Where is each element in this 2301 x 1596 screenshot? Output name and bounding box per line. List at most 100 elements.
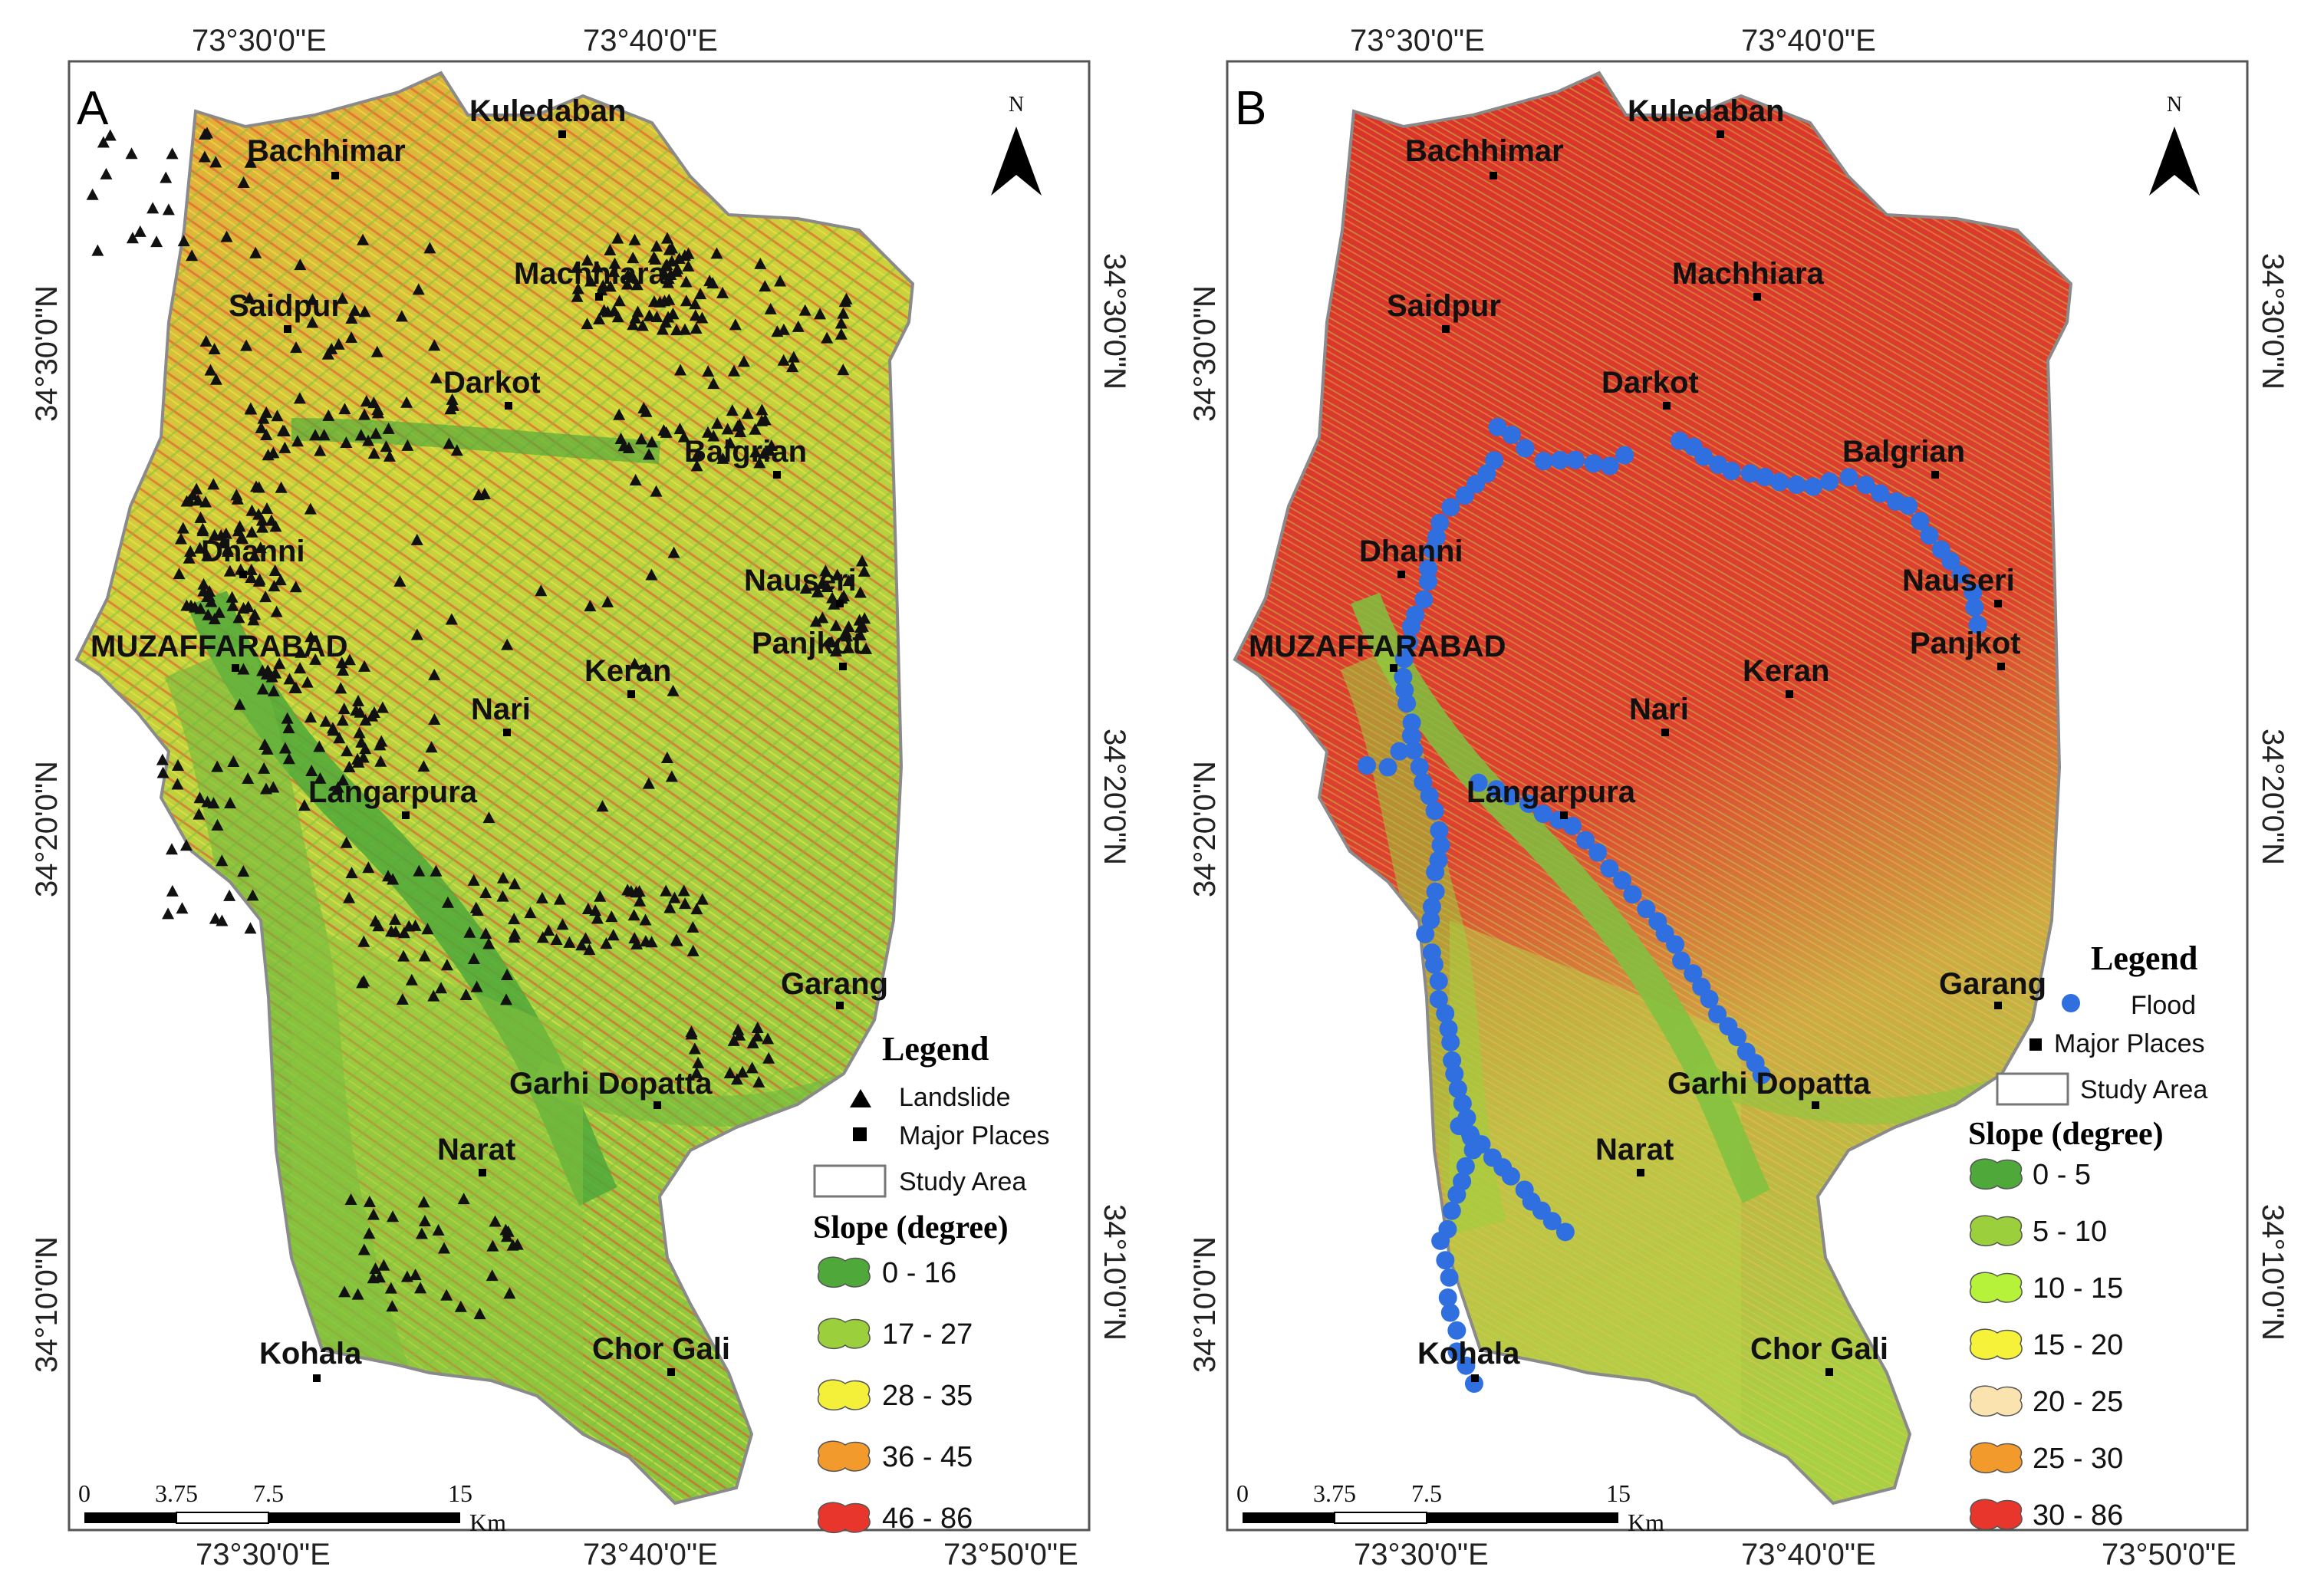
scale-tick: 0 bbox=[1236, 1479, 1249, 1507]
landslide-point bbox=[176, 522, 189, 534]
landslide-point bbox=[363, 1195, 376, 1207]
landslide-point bbox=[550, 933, 563, 945]
landslide-point bbox=[678, 323, 691, 335]
panel-b-study-area-outline bbox=[1233, 71, 2073, 1506]
landslide-point bbox=[496, 871, 509, 884]
landslide-point bbox=[193, 791, 206, 804]
landslide-point bbox=[414, 1282, 427, 1294]
flood-point bbox=[1456, 1157, 1475, 1176]
landslide-point bbox=[716, 286, 729, 298]
landslide-point bbox=[194, 511, 207, 523]
place-label: Kuledaban bbox=[1628, 94, 1784, 128]
landslide-point bbox=[842, 641, 855, 653]
landslide-point bbox=[443, 437, 456, 449]
landslide-point bbox=[261, 742, 274, 755]
landslide-point bbox=[670, 324, 683, 336]
legend-item-flood: Flood bbox=[2131, 991, 2196, 1020]
landslide-point bbox=[854, 586, 867, 598]
landslide-point bbox=[259, 591, 272, 603]
scale-unit: Km bbox=[469, 1509, 506, 1536]
landslide-point bbox=[607, 929, 620, 941]
slope-class-label: 10 - 15 bbox=[2033, 1272, 2123, 1305]
scale-tick: 3.75 bbox=[1313, 1479, 1356, 1507]
landslide-point bbox=[268, 580, 281, 592]
panel-b-right-tick-3: 34°10'0"N bbox=[2256, 1204, 2289, 1341]
place-label: Garang bbox=[781, 967, 888, 1001]
landslide-point bbox=[171, 778, 184, 790]
landslide-point bbox=[601, 595, 614, 607]
landslide-point bbox=[680, 295, 693, 307]
flood-point bbox=[1965, 597, 1984, 617]
landslide-point bbox=[608, 257, 621, 269]
landslide-point bbox=[679, 897, 692, 910]
flood-point bbox=[1542, 1212, 1562, 1231]
landslide-point bbox=[249, 246, 262, 258]
panel-b-place-labels: Kuledaban Bachhimar Machhiara Saidpur Da… bbox=[1249, 94, 2046, 1371]
panel-b-right-tick-2: 34°20'0"N bbox=[2256, 729, 2289, 865]
landslide-point bbox=[301, 676, 314, 688]
landslide-point bbox=[254, 541, 267, 554]
landslide-point bbox=[186, 249, 199, 262]
landslide-point bbox=[177, 235, 190, 247]
landslide-point bbox=[446, 393, 459, 405]
landslide-point bbox=[673, 423, 686, 435]
landslide-point bbox=[688, 1042, 701, 1055]
landslide-point bbox=[686, 944, 700, 956]
landslide-point bbox=[403, 920, 416, 932]
flood-point bbox=[1455, 486, 1474, 505]
landslide-point bbox=[467, 952, 480, 964]
landslide-point bbox=[446, 399, 459, 411]
landslide-point bbox=[650, 311, 663, 323]
landslide-point bbox=[216, 854, 229, 867]
scale-tick: 7.5 bbox=[1411, 1479, 1442, 1507]
flood-point bbox=[1584, 454, 1603, 473]
landslide-point bbox=[535, 584, 548, 597]
landslide-point bbox=[362, 434, 375, 446]
landslide-point bbox=[362, 861, 375, 874]
landslide-point bbox=[265, 514, 278, 526]
landslide-point bbox=[643, 309, 656, 321]
landslide-point bbox=[358, 408, 371, 420]
landslide-point bbox=[855, 554, 868, 567]
landslide-point bbox=[604, 280, 617, 292]
place-label: Darkot bbox=[1601, 366, 1699, 400]
landslide-point bbox=[454, 1300, 467, 1312]
flood-point bbox=[1612, 870, 1631, 890]
landslide-point bbox=[696, 893, 709, 905]
landslide-point bbox=[500, 993, 513, 1005]
flood-point bbox=[1394, 650, 1414, 669]
landslide-point bbox=[645, 436, 658, 448]
landslide-point bbox=[604, 243, 617, 255]
place-label: Bachhimar bbox=[1405, 134, 1564, 168]
panel-b-river-valley bbox=[1351, 592, 1770, 1203]
landslide-point bbox=[412, 283, 425, 295]
landslide-point bbox=[624, 885, 637, 897]
landslide-point bbox=[337, 703, 351, 715]
landslide-point bbox=[727, 1034, 740, 1046]
scale-tick: 3.75 bbox=[155, 1479, 198, 1507]
landslide-point bbox=[690, 459, 703, 472]
landslide-point bbox=[479, 887, 492, 899]
landslide-point bbox=[595, 284, 608, 296]
landslide-point bbox=[440, 1288, 453, 1301]
place-label: Panjkot bbox=[752, 627, 862, 660]
panel-a-place-labels: Kuledaban Bachhimar Machhiara Saidpur Da… bbox=[91, 94, 888, 1371]
landslide-point bbox=[309, 429, 322, 441]
landslide-point bbox=[639, 662, 652, 674]
slope-class-label: 28 - 35 bbox=[882, 1380, 973, 1412]
landslide-point bbox=[126, 232, 139, 244]
landslide-point bbox=[290, 341, 303, 354]
landslide-point bbox=[393, 574, 407, 587]
panel-a-left-tick-2: 34°20'0"N bbox=[30, 761, 64, 897]
landslide-point bbox=[786, 360, 799, 373]
landslide-point bbox=[584, 600, 597, 612]
flood-point bbox=[1469, 773, 1488, 792]
scale-unit: Km bbox=[1628, 1509, 1664, 1536]
landslide-point bbox=[842, 620, 855, 632]
landslide-point bbox=[854, 621, 867, 633]
landslide-point bbox=[496, 890, 509, 902]
landslide-point bbox=[322, 409, 335, 421]
landslide-point bbox=[668, 891, 681, 903]
place-label: MUZAFFARABAD bbox=[91, 630, 348, 663]
landslide-point bbox=[256, 683, 269, 695]
